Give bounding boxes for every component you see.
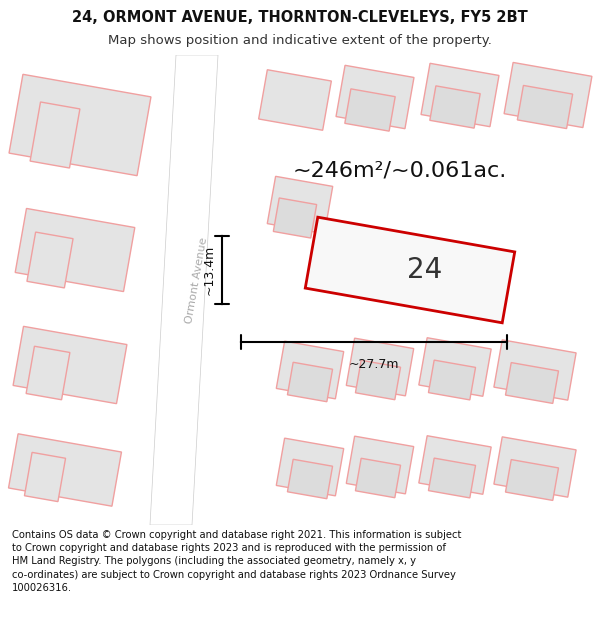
Polygon shape [346, 338, 414, 396]
Polygon shape [287, 362, 332, 402]
Polygon shape [346, 436, 414, 494]
Polygon shape [355, 458, 401, 498]
Polygon shape [267, 176, 333, 234]
Text: Contains OS data © Crown copyright and database right 2021. This information is : Contains OS data © Crown copyright and d… [12, 530, 461, 592]
Polygon shape [259, 70, 331, 130]
Polygon shape [15, 209, 135, 291]
Polygon shape [8, 434, 121, 506]
Polygon shape [26, 346, 70, 400]
Polygon shape [355, 360, 401, 400]
Polygon shape [274, 198, 317, 238]
Polygon shape [430, 86, 480, 128]
Polygon shape [150, 55, 218, 525]
Polygon shape [25, 452, 65, 502]
Polygon shape [428, 458, 476, 498]
Polygon shape [504, 62, 592, 127]
Polygon shape [276, 341, 344, 399]
Text: Map shows position and indicative extent of the property.: Map shows position and indicative extent… [108, 34, 492, 47]
Polygon shape [505, 459, 559, 501]
Polygon shape [13, 326, 127, 404]
Polygon shape [345, 89, 395, 131]
Polygon shape [419, 436, 491, 494]
Polygon shape [428, 360, 476, 400]
Polygon shape [305, 217, 515, 323]
Polygon shape [419, 338, 491, 396]
Polygon shape [9, 74, 151, 176]
Polygon shape [421, 63, 499, 127]
Text: ~27.7m: ~27.7m [349, 358, 399, 371]
Text: ~246m²/~0.061ac.: ~246m²/~0.061ac. [293, 160, 507, 180]
Polygon shape [287, 459, 332, 499]
Polygon shape [27, 232, 73, 288]
Text: Ormont Avenue: Ormont Avenue [184, 236, 209, 324]
Polygon shape [517, 86, 572, 129]
Polygon shape [505, 362, 559, 403]
Polygon shape [336, 66, 414, 129]
Text: 24: 24 [407, 256, 443, 284]
Polygon shape [30, 102, 80, 168]
Polygon shape [494, 340, 576, 400]
Text: 24, ORMONT AVENUE, THORNTON-CLEVELEYS, FY5 2BT: 24, ORMONT AVENUE, THORNTON-CLEVELEYS, F… [72, 10, 528, 25]
Polygon shape [276, 438, 344, 496]
Polygon shape [321, 232, 419, 302]
Polygon shape [494, 437, 576, 497]
Text: ~13.4m: ~13.4m [203, 245, 216, 295]
